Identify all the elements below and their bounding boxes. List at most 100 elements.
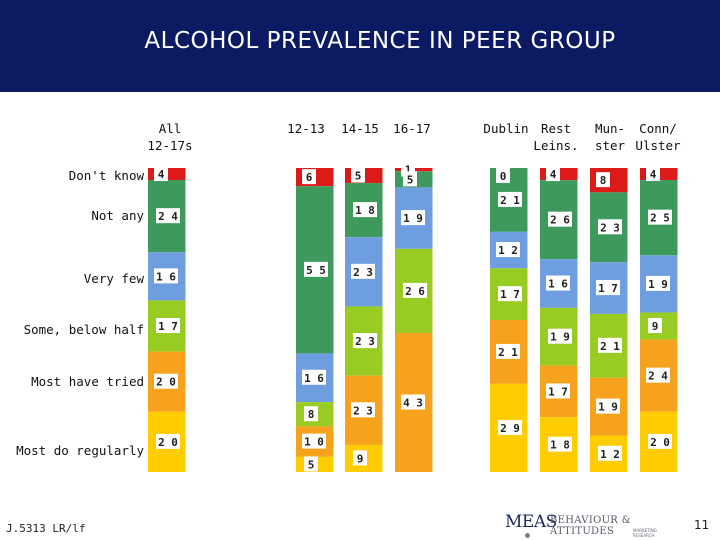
data-label: 5 xyxy=(355,170,362,183)
row-label-most-have-tried: Most have tried xyxy=(31,374,144,389)
data-label: 5 xyxy=(308,458,315,471)
title-banner xyxy=(0,0,720,92)
data-label-box xyxy=(304,406,318,422)
data-label-box xyxy=(154,166,168,182)
data-label-box xyxy=(548,436,572,452)
data-label: 1 xyxy=(405,164,412,177)
data-label-box xyxy=(156,318,180,334)
data-label-box xyxy=(304,456,318,472)
data-label: 1 6 xyxy=(548,278,568,291)
data-label: 5 xyxy=(407,173,414,186)
data-label: 8 xyxy=(308,408,315,421)
company-logo: MEAS BEHAVIOUR & ATTITUDES MARKETING RES… xyxy=(505,512,675,538)
data-label-box xyxy=(351,263,375,279)
data-label: 1 7 xyxy=(158,320,178,333)
data-label: 2 3 xyxy=(355,335,375,348)
page-number: 11 xyxy=(694,518,710,532)
data-label: 4 xyxy=(550,168,557,181)
data-label-box xyxy=(154,373,178,389)
logo-dot-icon xyxy=(525,533,530,538)
data-label: 2 4 xyxy=(648,370,668,383)
data-label: 2 3 xyxy=(353,404,373,417)
data-label-box xyxy=(546,166,560,182)
column-headers: All 12-17s 12-13 14-15 16-17 Dublin Rest Leins.… xyxy=(147,121,681,153)
data-label-box xyxy=(302,369,326,385)
data-label: 0 xyxy=(500,170,507,183)
data-label: 1 7 xyxy=(500,288,520,301)
data-label-box xyxy=(598,445,622,461)
row-label-very-few: Very few xyxy=(84,271,145,286)
row-label-some-below-half: Some, below half xyxy=(24,322,144,337)
data-label: 1 8 xyxy=(550,439,570,452)
data-label-box xyxy=(351,167,365,183)
data-label-box xyxy=(546,383,570,399)
data-label: 1 9 xyxy=(403,212,423,225)
data-label-box xyxy=(403,171,417,187)
data-label: 1 2 xyxy=(600,448,620,461)
data-label: 9 xyxy=(357,452,364,465)
data-label-box xyxy=(496,168,510,183)
column-header: Mun-ster xyxy=(595,121,626,153)
data-label-box xyxy=(154,268,178,284)
data-label: 2 0 xyxy=(158,436,178,449)
logo-subline: MARKETING RESEARCH xyxy=(633,528,657,538)
data-label-box xyxy=(401,394,425,410)
data-label: 2 1 xyxy=(500,194,520,207)
data-label: 2 0 xyxy=(156,376,176,389)
data-label: 4 xyxy=(650,168,657,181)
data-label-box xyxy=(302,433,326,449)
data-label-box xyxy=(548,328,572,344)
data-label: 1 9 xyxy=(550,331,570,344)
data-label-box xyxy=(596,172,610,188)
data-label-box xyxy=(156,433,180,449)
column-header: 12-13 xyxy=(287,121,325,136)
data-label-box xyxy=(498,191,522,207)
data-label: 9 xyxy=(652,320,659,333)
data-label: 1 0 xyxy=(304,436,324,449)
data-label-box xyxy=(596,398,620,414)
data-label-box xyxy=(498,286,522,302)
column-header: 14-15 xyxy=(341,121,379,136)
data-label: 2 6 xyxy=(550,214,570,227)
row-label-dont-know: Don't know xyxy=(69,168,145,183)
data-label-box xyxy=(403,282,427,298)
data-label-box xyxy=(498,419,522,435)
data-label: 2 0 xyxy=(650,436,670,449)
data-label-box xyxy=(648,433,672,449)
data-label: 2 1 xyxy=(498,346,518,359)
data-label: 4 xyxy=(158,168,165,181)
data-label-box xyxy=(304,261,328,277)
data-label-box xyxy=(646,275,670,291)
data-label-box xyxy=(648,209,672,225)
data-label: 2 3 xyxy=(353,266,373,279)
page-title: ALCOHOL PREVALENCE IN PEER GROUP xyxy=(144,28,616,54)
data-label: 2 1 xyxy=(600,340,620,353)
data-label-box xyxy=(646,166,660,182)
data-label: 8 xyxy=(600,174,607,187)
data-label: 2 5 xyxy=(650,212,670,225)
data-label-box xyxy=(598,219,622,235)
data-label: 1 9 xyxy=(648,278,668,291)
data-label: 2 4 xyxy=(158,210,178,223)
data-label: 1 2 xyxy=(498,244,518,257)
data-label: 6 xyxy=(306,171,313,184)
data-label: 1 6 xyxy=(156,270,176,283)
data-label: 5 5 xyxy=(306,264,326,277)
data-label-box xyxy=(648,318,662,334)
row-label-not-any: Not any xyxy=(91,208,144,223)
data-label-box xyxy=(401,210,425,226)
data-label-box xyxy=(353,202,377,218)
data-label-box xyxy=(496,242,520,258)
data-label: 2 3 xyxy=(600,221,620,234)
logo-wordmark: MEAS xyxy=(505,512,557,532)
data-label-box xyxy=(156,208,180,224)
data-label-box xyxy=(546,275,570,291)
data-label: 1 8 xyxy=(355,204,375,217)
data-label-box xyxy=(353,450,367,466)
column-header: All 12-17s xyxy=(147,121,192,153)
data-label: 4 3 xyxy=(403,396,423,409)
data-label-box xyxy=(646,367,670,383)
data-label-box xyxy=(496,343,520,359)
